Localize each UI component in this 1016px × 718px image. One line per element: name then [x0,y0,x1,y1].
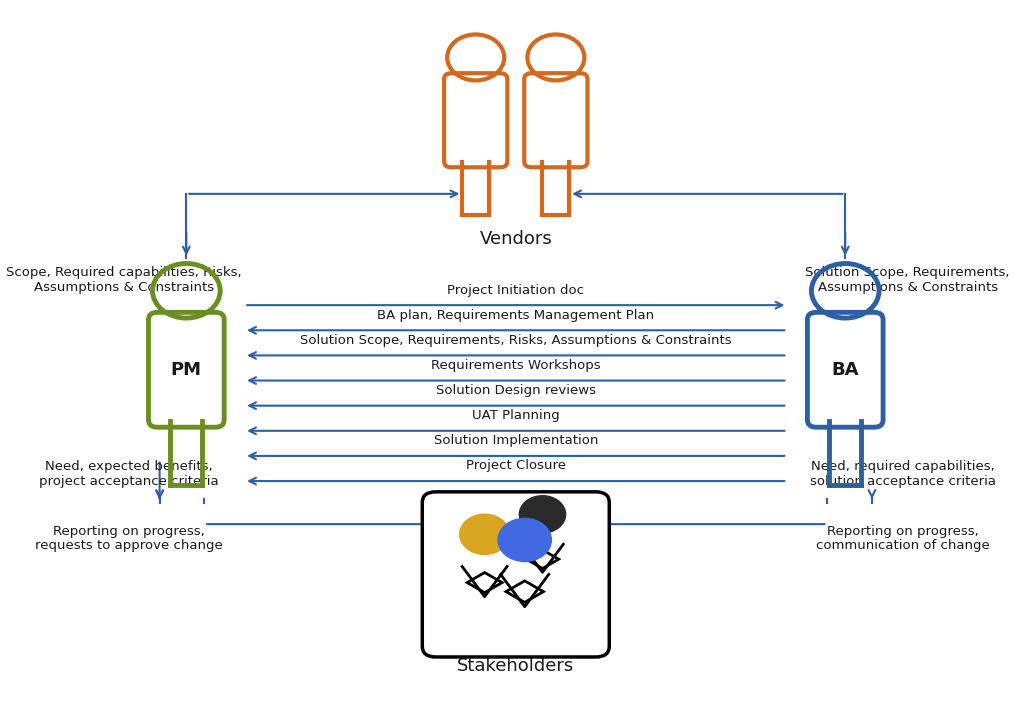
Text: Project Initiation doc: Project Initiation doc [447,284,584,297]
Text: UAT Planning: UAT Planning [471,409,560,422]
Text: Stakeholders: Stakeholders [457,657,574,675]
Circle shape [459,514,510,554]
Text: Reporting on progress,
requests to approve change: Reporting on progress, requests to appro… [35,525,223,552]
Text: Reporting on progress,
communication of change: Reporting on progress, communication of … [816,525,990,552]
Text: Solution Scope, Requirements, Risks, Assumptions & Constraints: Solution Scope, Requirements, Risks, Ass… [300,334,732,347]
Text: Need, required capabilities,
solution acceptance criteria: Need, required capabilities, solution ac… [810,460,996,488]
Circle shape [519,495,566,533]
Text: Vendors: Vendors [480,230,552,248]
Text: PM: PM [171,360,202,379]
Circle shape [498,518,552,561]
FancyBboxPatch shape [423,492,610,657]
Text: Requirements Workshops: Requirements Workshops [431,359,600,372]
Text: Solution Design reviews: Solution Design reviews [436,384,595,397]
Text: BA: BA [831,360,859,379]
Text: Solution Implementation: Solution Implementation [434,434,598,447]
Text: BA plan, Requirements Management Plan: BA plan, Requirements Management Plan [377,309,654,322]
Text: Project Closure: Project Closure [465,460,566,472]
Text: Solution Scope, Requirements,
Assumptions & Constraints: Solution Scope, Requirements, Assumption… [806,266,1010,294]
Text: Need, expected benefits,
project acceptance criteria: Need, expected benefits, project accepta… [39,460,218,488]
Text: Scope, Required capabilities, Risks,
Assumptions & Constraints: Scope, Required capabilities, Risks, Ass… [6,266,242,294]
